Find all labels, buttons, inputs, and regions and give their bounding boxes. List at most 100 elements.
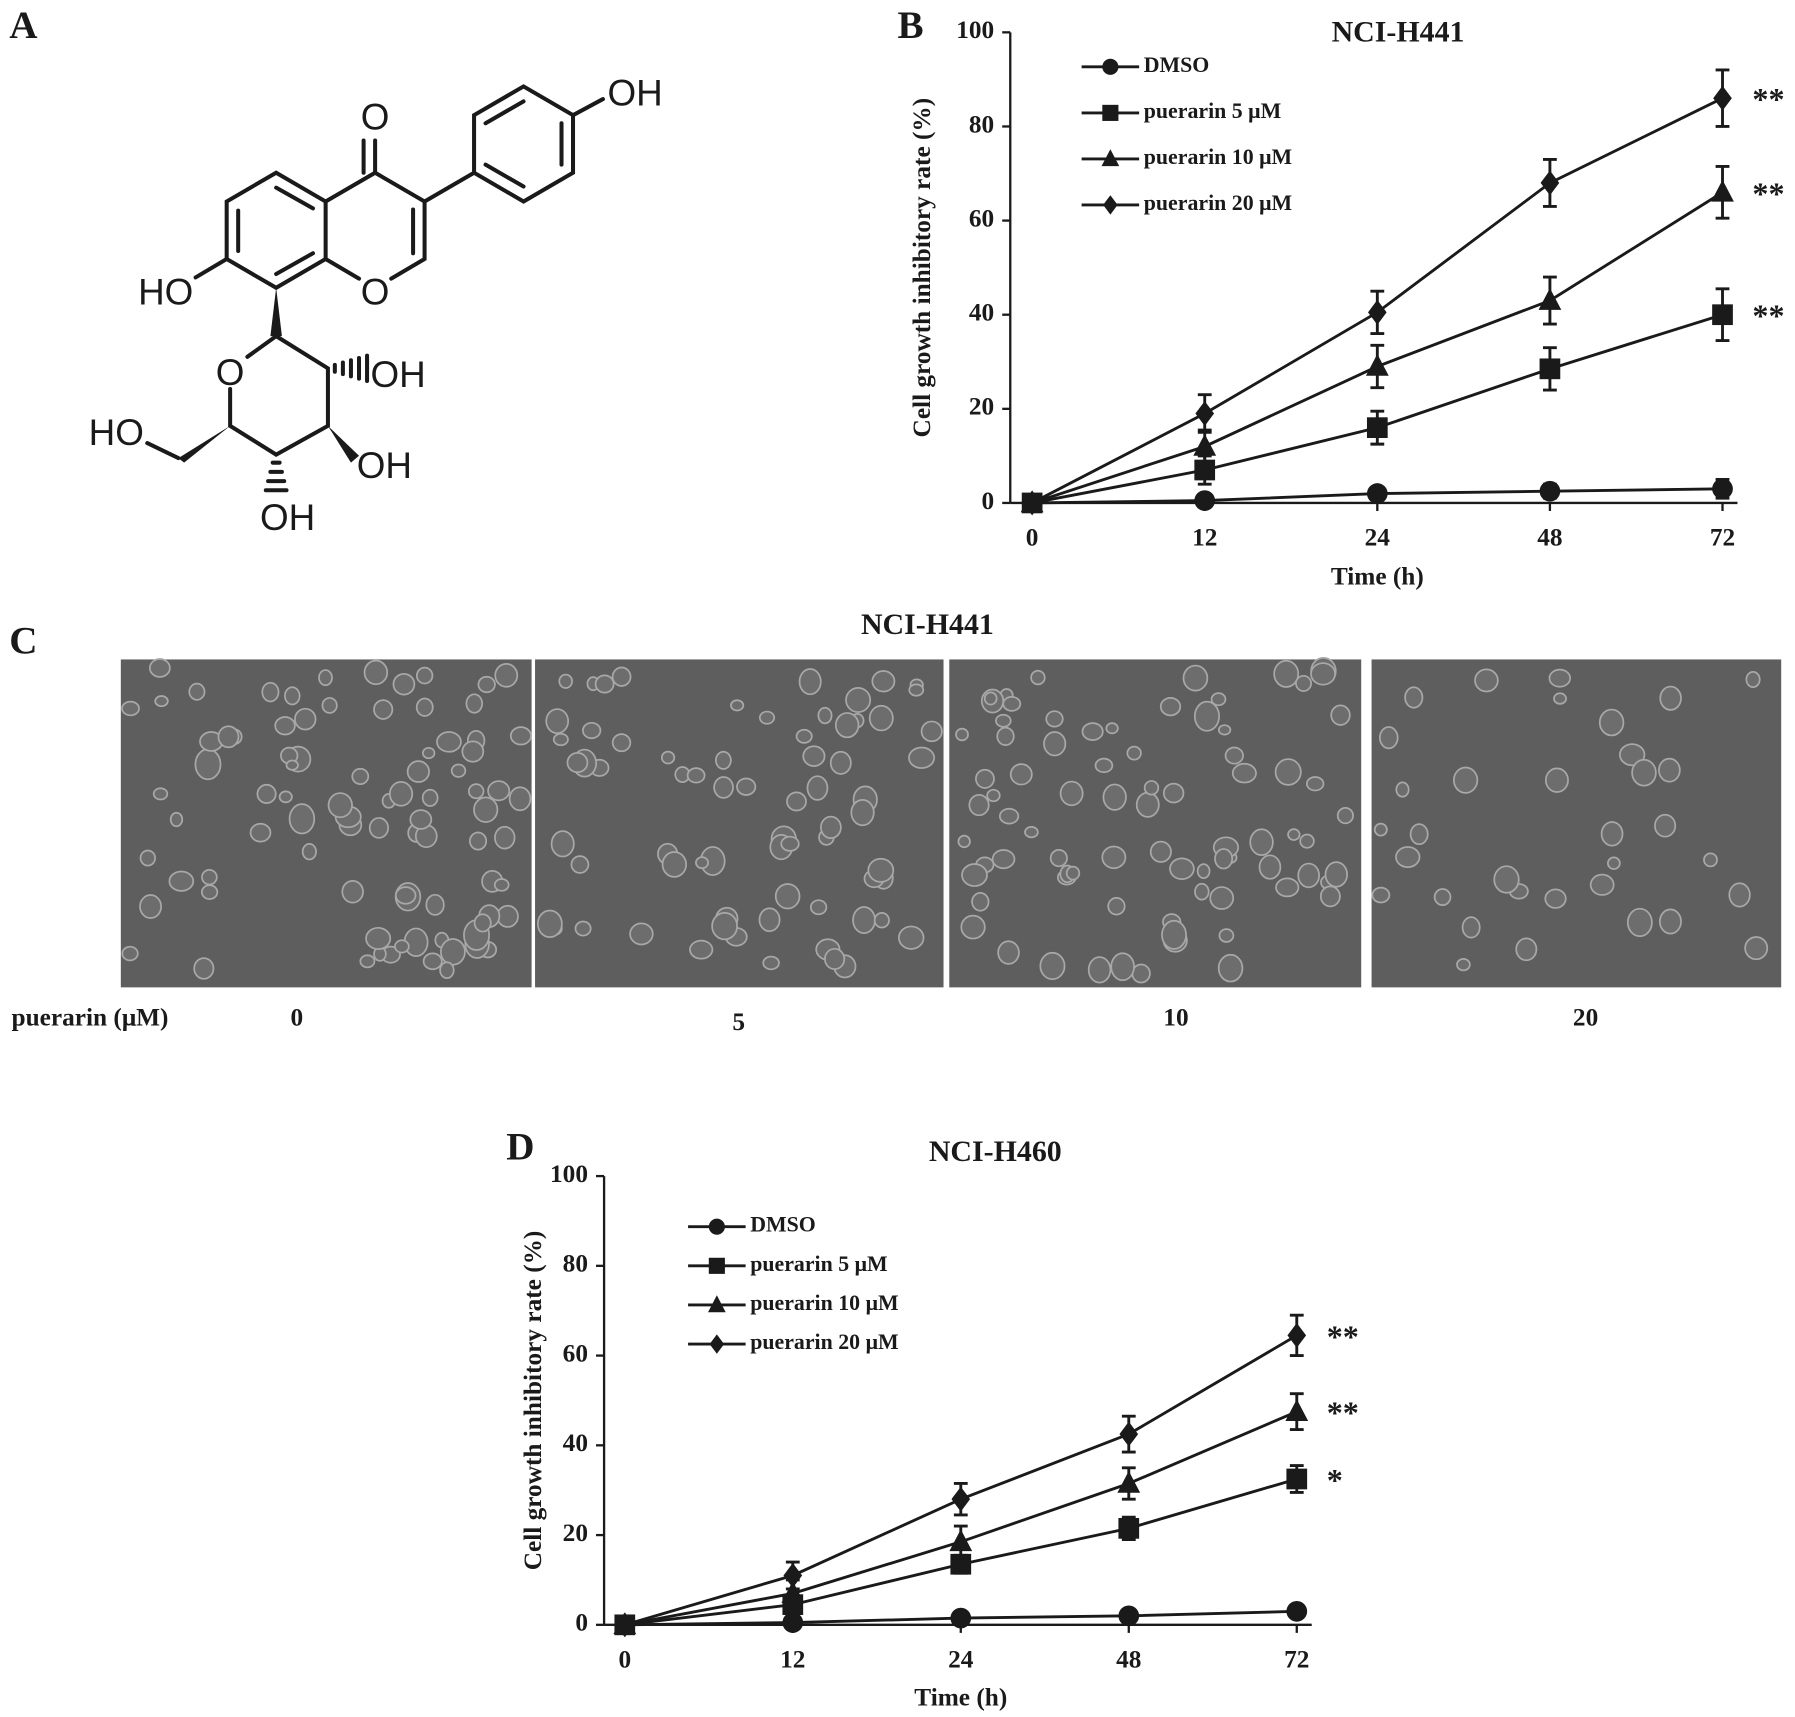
marker: [782, 1612, 804, 1633]
cell: [955, 727, 969, 742]
bond: [145, 441, 181, 461]
marker: [615, 1612, 635, 1638]
cell: [795, 728, 813, 744]
cell: [341, 879, 364, 904]
cell: [415, 666, 434, 685]
cell: [1159, 696, 1182, 717]
marker: [1287, 1322, 1307, 1348]
cell: [570, 855, 590, 874]
cell: [968, 794, 990, 817]
panel-label: D: [506, 1126, 534, 1169]
x-tick-label: 12: [1192, 524, 1217, 552]
cell: [465, 693, 484, 714]
cell: [1395, 846, 1421, 868]
cell: [439, 961, 455, 980]
dose-label: 20: [1573, 1003, 1598, 1031]
cell: [394, 939, 410, 954]
marker: [1539, 358, 1561, 380]
y-tick-label: 0: [575, 1609, 588, 1637]
cell: [758, 710, 776, 725]
cell: [802, 745, 826, 767]
atom-label: OH: [608, 72, 663, 113]
marker: [949, 1529, 973, 1552]
cell: [1065, 865, 1081, 881]
significance: **: [1327, 1395, 1359, 1431]
cell: [817, 706, 833, 725]
atom-label: OH: [260, 497, 315, 538]
cell: [421, 746, 436, 760]
cell: [1544, 888, 1567, 909]
cell: [487, 780, 511, 802]
marker: [783, 1563, 803, 1588]
cell: [1515, 937, 1538, 962]
cell: [983, 691, 998, 706]
cell: [1196, 863, 1211, 880]
cell: [582, 721, 602, 740]
cell: [762, 955, 780, 971]
cell: [1287, 828, 1301, 841]
cell: [1193, 700, 1220, 732]
cell: [285, 759, 299, 771]
legend-marker: [1103, 195, 1118, 215]
cell: [552, 732, 569, 747]
cell: [152, 787, 169, 801]
atom-label: OH: [357, 445, 412, 486]
cell: [200, 884, 219, 900]
cell: [1039, 951, 1066, 980]
dose-axis-label: puerarin (μM): [12, 1003, 169, 1031]
cell: [845, 687, 872, 713]
cell: [852, 906, 876, 935]
cell: [786, 791, 807, 812]
y-tick-label: 80: [563, 1250, 588, 1278]
cell: [359, 954, 376, 969]
y-tick-label: 40: [563, 1429, 588, 1457]
marker: [1365, 354, 1389, 376]
cell: [689, 939, 714, 960]
cell: [1210, 692, 1227, 707]
cell: [388, 781, 414, 807]
cell: [897, 925, 925, 950]
cell: [1110, 952, 1135, 982]
cell: [1544, 767, 1569, 793]
cell: [139, 849, 156, 867]
cell: [439, 938, 466, 966]
marker: [950, 1607, 972, 1629]
panel-label: A: [9, 4, 37, 47]
cell: [1045, 710, 1064, 728]
cell: [168, 870, 195, 892]
marker: [1286, 1601, 1308, 1622]
cell: [1553, 692, 1567, 705]
marker: [1713, 85, 1732, 111]
cell: [873, 911, 890, 929]
cell: [730, 699, 745, 712]
marker: [1118, 1517, 1140, 1539]
cell: [1659, 685, 1682, 711]
cell: [1162, 782, 1185, 804]
cell: [1654, 813, 1677, 838]
y-tick-label: 60: [563, 1339, 588, 1367]
cell: [1049, 849, 1068, 868]
cell: [997, 940, 1020, 965]
cell: [1319, 885, 1341, 908]
cell: [1658, 757, 1681, 783]
cell: [1087, 956, 1112, 984]
cell: [477, 675, 496, 694]
y-axis-label: Cell growth inhibitory rate (%): [519, 1231, 547, 1571]
cell: [920, 720, 943, 743]
cell: [660, 750, 676, 765]
cell: [121, 700, 140, 717]
cell: [1274, 758, 1302, 786]
cell: [867, 857, 895, 883]
cell: [961, 863, 988, 887]
cell: [736, 777, 757, 796]
cell: [574, 920, 592, 937]
cell: [986, 788, 1001, 803]
legend-label: puerarin 5 μM: [750, 1252, 887, 1276]
cell: [957, 834, 971, 849]
cell: [1249, 828, 1274, 856]
cell: [473, 913, 492, 933]
cell: [1161, 919, 1187, 950]
cell: [1169, 857, 1195, 881]
cell: [975, 768, 995, 789]
